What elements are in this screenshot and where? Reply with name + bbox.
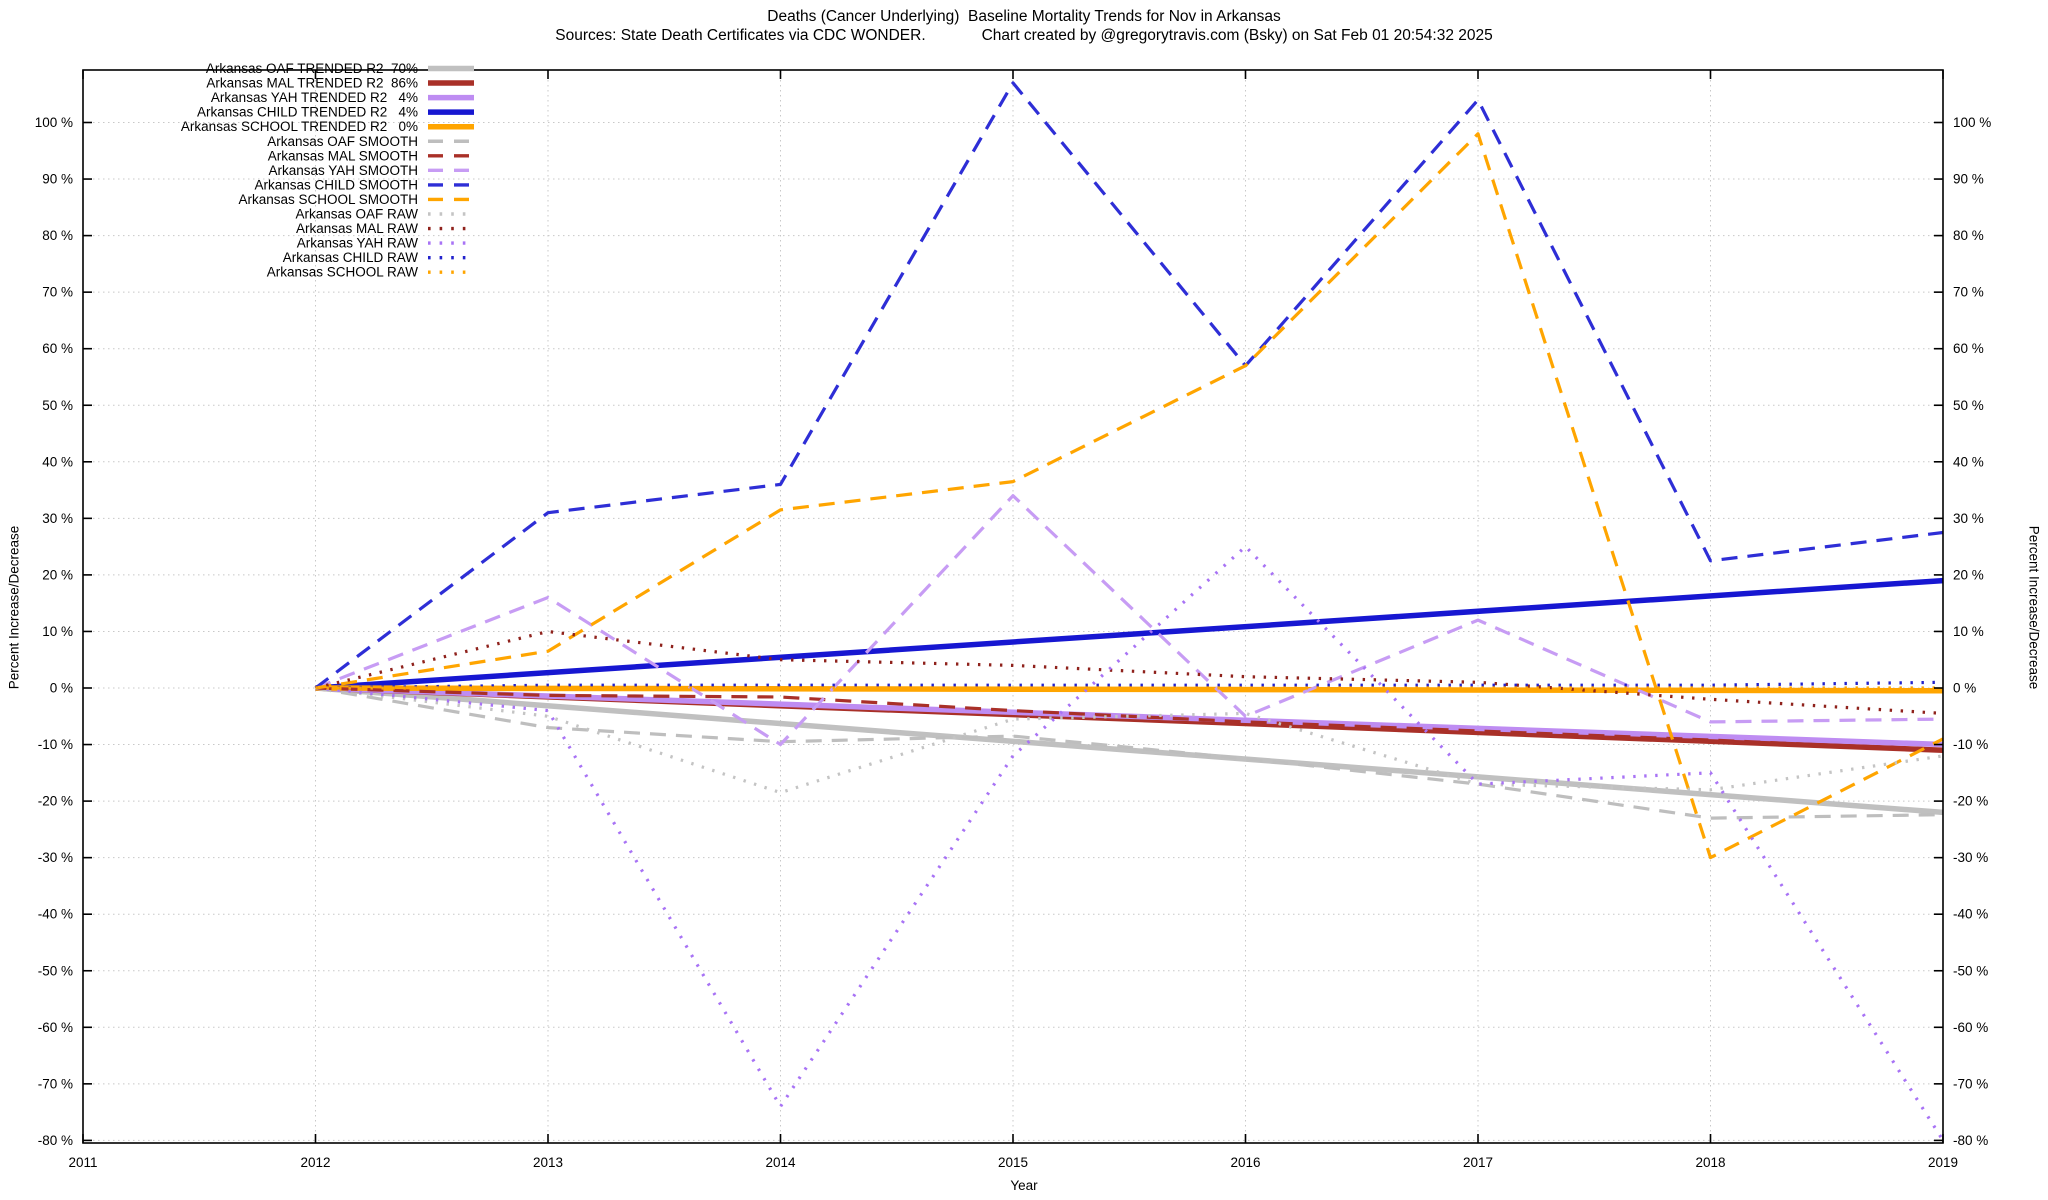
y-tick-label-left: 0 % [50,681,73,696]
series-line-arkansas-yah-smooth [314,494,1944,747]
series-line-arkansas-oaf-trended-r2-70 [315,685,1944,816]
y-tick-label-right: 80 % [1953,228,1984,243]
x-tick-label: 2017 [1463,1155,1493,1170]
y-tick-label-right: 90 % [1953,172,1984,187]
y-tick-label-left: 80 % [42,228,73,243]
legend-entry-label: Arkansas OAF TRENDED R2 70% [206,61,418,76]
legend-entry-label: Arkansas YAH TRENDED R2 4% [211,90,418,105]
x-tick-label: 2011 [68,1155,97,1170]
y-tick-label-left: -40 % [38,907,73,922]
y-tick-label-right: -70 % [1953,1076,1988,1091]
y-tick-label-left: -10 % [38,737,73,752]
y-tick-label-right: -40 % [1953,907,1988,922]
y-tick-label-right: -20 % [1953,794,1988,809]
x-tick-label: 2019 [1928,1155,1958,1170]
y-tick-label-left: 90 % [42,172,73,187]
y-axis-label-right: Percent Increase/Decrease [2026,525,2042,690]
y-tick-label-right: 60 % [1953,341,1984,356]
y-tick-label-left: 60 % [42,341,73,356]
y-tick-label-right: -60 % [1953,1020,1988,1035]
legend-entry-label: Arkansas CHILD RAW [283,250,419,265]
legend-entry-label: Arkansas SCHOOL RAW [267,265,419,280]
y-tick-label-right: 70 % [1953,285,1984,300]
legend-entry-label: Arkansas MAL TRENDED R2 86% [206,76,418,91]
y-tick-label-left: -80 % [38,1133,73,1148]
x-tick-label: 2018 [1695,1155,1725,1170]
y-tick-label-right: 50 % [1953,398,1984,413]
y-tick-label-left: -60 % [38,1020,73,1035]
y-tick-label-left: 50 % [42,398,73,413]
y-tick-label-right: -30 % [1953,850,1988,865]
legend-entry-label: Arkansas OAF SMOOTH [267,134,418,149]
y-tick-label-left: 10 % [42,624,73,639]
series-line-arkansas-school-smooth [315,132,1944,860]
series-line-arkansas-yah-raw [315,544,1945,1142]
x-axis-label: Year [1010,1178,1038,1193]
x-tick-label: 2015 [998,1155,1028,1170]
y-tick-label-right: 100 % [1953,115,1991,130]
y-tick-label-right: 40 % [1953,454,1984,469]
y-axis-label-left: Percent Increase/Decrease [6,525,22,690]
y-tick-label-right: -80 % [1953,1133,1988,1148]
legend-entry-label: Arkansas SCHOOL SMOOTH [238,192,418,207]
legend-entry-label: Arkansas YAH SMOOTH [268,163,418,178]
chart-subtitle: Sources: State Death Certificates via CD… [555,27,1493,44]
legend-entry-label: Arkansas MAL SMOOTH [268,148,418,163]
legend-entry-label: Arkansas YAH RAW [297,236,419,251]
x-tick-label: 2014 [765,1155,796,1170]
series-line-arkansas-school-trended-r2-0 [315,685,1944,694]
legend-entry-label: Arkansas OAF RAW [295,207,418,222]
series-line-arkansas-child-trended-r2-4 [315,577,1944,691]
y-tick-label-left: -50 % [38,963,73,978]
y-tick-label-left: 20 % [42,567,73,582]
y-tick-label-right: -50 % [1953,963,1988,978]
y-tick-label-left: -70 % [38,1076,73,1091]
chart-title: Deaths (Cancer Underlying) Baseline Mort… [767,8,1281,25]
y-tick-label-left: 30 % [42,511,73,526]
y-tick-label-right: 30 % [1953,511,1984,526]
y-tick-label-left: 70 % [42,285,73,300]
series-line-arkansas-mal-raw [315,629,1944,715]
x-tick-label: 2013 [533,1155,563,1170]
y-tick-label-left: -20 % [38,794,73,809]
x-tick-label: 2012 [300,1155,330,1170]
y-tick-label-right: -10 % [1953,737,1988,752]
legend-entry-label: Arkansas SCHOOL TRENDED R2 0% [181,119,418,134]
y-tick-label-left: -30 % [38,850,73,865]
series-line-arkansas-child-smooth [314,81,1944,690]
y-tick-label-right: 10 % [1953,624,1984,639]
x-tick-label: 2016 [1230,1155,1260,1170]
legend-entry-label: Arkansas CHILD SMOOTH [254,177,418,192]
y-tick-label-right: 20 % [1953,567,1984,582]
y-tick-label-left: 100 % [35,115,73,130]
y-tick-label-left: 40 % [42,454,73,469]
y-tick-label-right: 0 % [1953,681,1976,696]
legend-entry-label: Arkansas MAL RAW [296,221,418,236]
legend-entry-label: Arkansas CHILD TRENDED R2 4% [197,105,418,120]
